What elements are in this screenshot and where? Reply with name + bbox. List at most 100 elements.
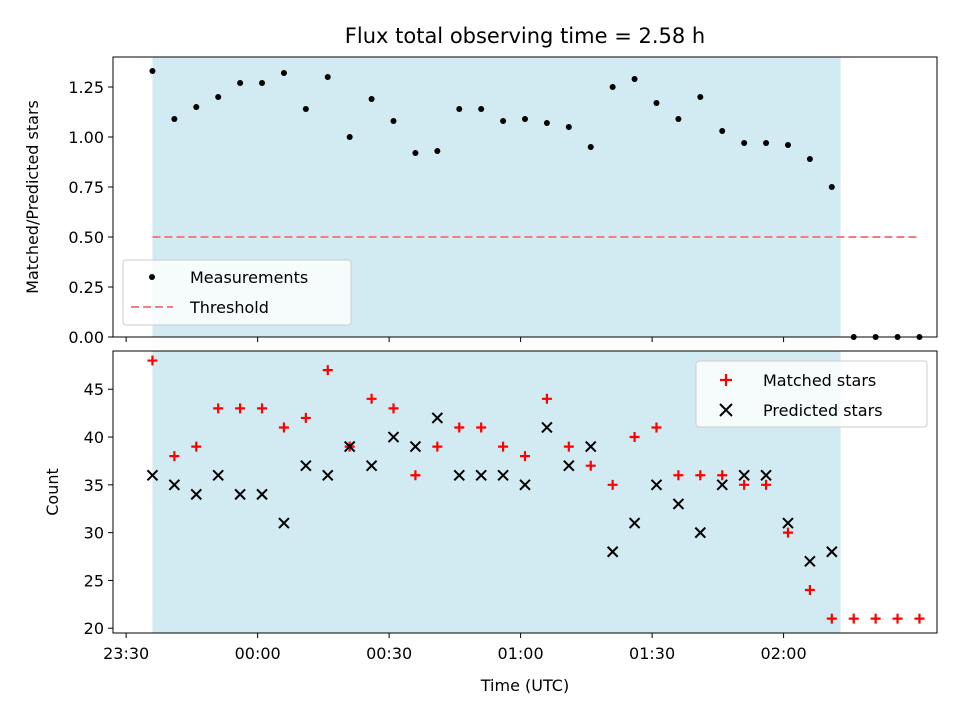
predicted-star-point [606,546,619,558]
x-tick-label: 23:30 [103,644,149,663]
measurement-point [543,120,550,126]
measurement-point [806,156,813,162]
matched-star-point [520,451,530,462]
measurement-point [302,106,309,112]
measurement-point [587,144,594,150]
measurement-point [719,128,726,134]
predicted-star-point [212,469,224,481]
legend-box [695,360,928,428]
y-tick-label: 25 [84,571,104,590]
predicted-star-point [738,469,750,481]
measurement-point [456,106,463,112]
measurement-point [259,80,266,86]
matched-star-point [673,470,684,481]
predicted-star-point [300,460,312,472]
legend-label-threshold: Threshold [189,298,269,317]
matched-star-point [235,403,246,414]
matched-star-point [322,365,333,376]
matched-star-point [169,451,180,462]
legend-label-measurements: Measurements [190,268,308,287]
measurement-point [609,84,616,90]
measurement-point [697,94,704,100]
matched-star-point [607,479,618,490]
bottom-y-axis-label: Count [43,468,62,516]
predicted-star-point [343,440,356,453]
matched-star-point [826,613,837,624]
y-tick-label: 30 [84,524,104,543]
measurement-point [193,104,200,110]
legend-box [122,259,352,326]
measurement-point [434,148,441,154]
legend-x-marker [719,403,733,417]
y-tick-label: 35 [84,476,104,495]
predicted-star-point [585,440,597,453]
bottom-panel: 20 25 30 35 40 45 23:30 00:00 00:30 01:00 01:30 02:… [84,350,938,663]
predicted-star-point [146,469,159,481]
matched-star-point [498,441,509,452]
x-tick-label: 00:30 [366,644,412,663]
predicted-star-point [672,498,685,510]
y-tick-label: 1.00 [68,128,104,147]
measurement-point [675,116,682,122]
predicted-star-point [782,517,794,529]
measurement-point [631,76,638,82]
matched-star-point [563,441,574,452]
matched-star-point [739,479,750,490]
predicted-star-point [409,440,422,453]
matched-star-point [476,422,487,433]
y-tick-label: 45 [84,380,104,399]
x-tick-label: 02:00 [761,644,807,663]
legend-dot-marker [149,274,155,280]
predicted-star-point [628,517,641,529]
predicted-star-point [387,431,400,443]
measurement-point [500,118,507,124]
measurement-point [828,184,835,190]
predicted-star-point [278,517,290,529]
predicted-star-point [322,469,334,481]
matched-star-point [695,470,706,481]
measurement-point [741,140,748,146]
measurement-point [653,100,660,106]
measurement-point [346,134,353,140]
series-matched-stars [147,355,925,624]
measurement-point [368,96,375,102]
matched-star-point [454,422,465,433]
chart-title: Flux total observing time = 2.58 h [345,24,705,48]
y-tick-label: 0.00 [68,328,104,347]
measurement-point [215,94,222,100]
predicted-star-point [365,460,378,472]
axes-frame [112,350,938,634]
matched-star-point [257,403,268,414]
measurement-point [784,142,791,148]
matched-star-point [191,441,202,452]
measurement-point [237,80,244,86]
matched-star-point [761,479,772,490]
measurement-point [763,140,770,146]
matched-star-point [782,527,793,538]
matched-star-point [213,403,224,414]
matched-star-point [432,441,443,452]
matched-star-point [585,460,596,471]
predicted-star-point [475,469,487,481]
measurement-point [478,106,485,112]
legend-top: Measurements Threshold [122,259,352,326]
legend-label-predicted: Predicted stars [763,401,883,420]
matched-star-point [629,432,640,443]
matched-star-point [717,470,728,481]
predicted-star-point [234,488,246,501]
predicted-star-point [563,460,575,472]
predicted-star-point [650,479,663,491]
x-tick-label: 01:00 [498,644,544,663]
measurement-point [171,116,178,122]
matched-star-point [147,355,158,366]
predicted-star-point [694,526,707,539]
matched-star-point [651,422,662,433]
predicted-star-point [519,479,531,491]
top-panel: 0.00 0.25 0.50 0.75 1.00 1.25 Measurements Thre… [68,56,938,347]
y-tick-label: 20 [84,619,104,638]
y-tick-label: 1.25 [68,78,104,97]
measurement-point [149,68,156,74]
predicted-star-point [256,488,268,501]
matched-star-point [366,393,377,404]
